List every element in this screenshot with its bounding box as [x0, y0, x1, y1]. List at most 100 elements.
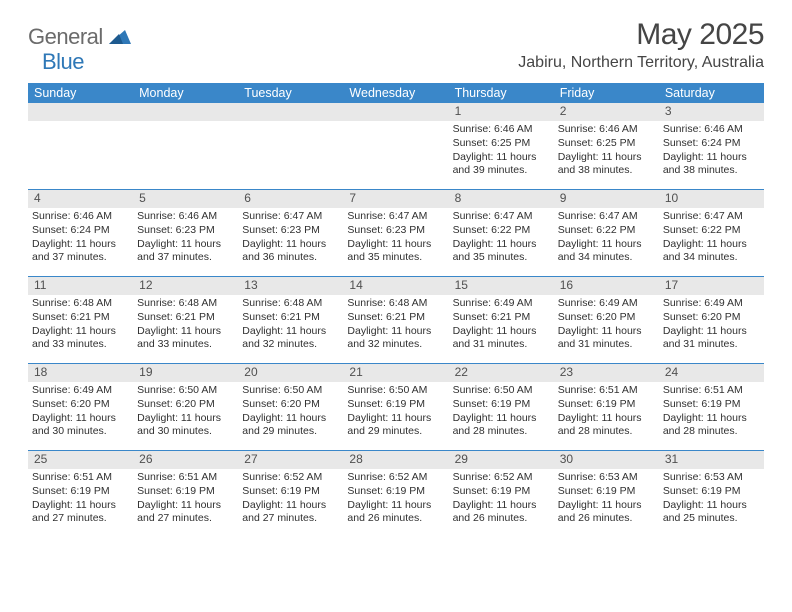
sunset-line: Sunset: 6:24 PM — [32, 224, 129, 238]
sunset-line: Sunset: 6:21 PM — [453, 311, 550, 325]
sunrise-line: Sunrise: 6:47 AM — [242, 210, 339, 224]
calendar-week-row: 4Sunrise: 6:46 AMSunset: 6:24 PMDaylight… — [28, 190, 764, 277]
day-number: 3 — [659, 103, 764, 121]
sunset-line: Sunset: 6:20 PM — [137, 398, 234, 412]
sunrise-line: Sunrise: 6:53 AM — [663, 471, 760, 485]
weekday-header-row: Sunday Monday Tuesday Wednesday Thursday… — [28, 83, 764, 103]
calendar-day-cell: 10Sunrise: 6:47 AMSunset: 6:22 PMDayligh… — [659, 190, 764, 276]
sunset-line: Sunset: 6:19 PM — [347, 398, 444, 412]
sunrise-line: Sunrise: 6:49 AM — [453, 297, 550, 311]
sunset-line: Sunset: 6:21 PM — [242, 311, 339, 325]
sunset-line: Sunset: 6:23 PM — [137, 224, 234, 238]
daylight-line: Daylight: 11 hours and 31 minutes. — [663, 325, 760, 353]
calendar-day-cell: 1 Sunrise: 6:46 AMSunset: 6:25 PMDaylight… — [449, 103, 554, 189]
sunrise-line: Sunrise: 6:52 AM — [347, 471, 444, 485]
daylight-line: Daylight: 11 hours and 34 minutes. — [663, 238, 760, 266]
day-number: 5 — [133, 190, 238, 208]
sunrise-line: Sunrise: 6:46 AM — [137, 210, 234, 224]
day-number: 4 — [28, 190, 133, 208]
calendar-day-cell: 19Sunrise: 6:50 AMSunset: 6:20 PMDayligh… — [133, 364, 238, 450]
daylight-line: Daylight: 11 hours and 35 minutes. — [453, 238, 550, 266]
calendar-day-cell: 18Sunrise: 6:49 AMSunset: 6:20 PMDayligh… — [28, 364, 133, 450]
sunset-line: Sunset: 6:19 PM — [558, 485, 655, 499]
sunset-line: Sunset: 6:21 PM — [347, 311, 444, 325]
calendar-day-cell: 24Sunrise: 6:51 AMSunset: 6:19 PMDayligh… — [659, 364, 764, 450]
sunset-line: Sunset: 6:19 PM — [137, 485, 234, 499]
day-number: 13 — [238, 277, 343, 295]
sunset-line: Sunset: 6:19 PM — [242, 485, 339, 499]
sunset-line: Sunset: 6:19 PM — [347, 485, 444, 499]
day-number: 22 — [449, 364, 554, 382]
daylight-line: Daylight: 11 hours and 29 minutes. — [242, 412, 339, 440]
calendar-day-cell: 26Sunrise: 6:51 AMSunset: 6:19 PMDayligh… — [133, 451, 238, 537]
day-number: 14 — [343, 277, 448, 295]
calendar-day-cell: 2Sunrise: 6:46 AMSunset: 6:25 PMDaylight… — [554, 103, 659, 189]
daylight-line: Daylight: 11 hours and 28 minutes. — [558, 412, 655, 440]
logo-text-block: General Blue — [28, 24, 131, 75]
sunset-line: Sunset: 6:25 PM — [453, 137, 550, 151]
day-number: 17 — [659, 277, 764, 295]
calendar-day-cell — [28, 103, 133, 189]
sunrise-line: Sunrise: 6:52 AM — [453, 471, 550, 485]
daylight-line: Daylight: 11 hours and 37 minutes. — [137, 238, 234, 266]
calendar-week-row: 25Sunrise: 6:51 AMSunset: 6:19 PMDayligh… — [28, 451, 764, 537]
day-number — [238, 103, 343, 121]
day-number — [343, 103, 448, 121]
sunrise-line: Sunrise: 6:51 AM — [558, 384, 655, 398]
calendar-day-cell: 27Sunrise: 6:52 AMSunset: 6:19 PMDayligh… — [238, 451, 343, 537]
daylight-line: Daylight: 11 hours and 39 minutes. — [453, 151, 550, 179]
daylight-line: Daylight: 11 hours and 32 minutes. — [347, 325, 444, 353]
day-number — [28, 103, 133, 121]
calendar-day-cell — [343, 103, 448, 189]
weekday-header: Sunday — [28, 83, 133, 103]
sunrise-line: Sunrise: 6:46 AM — [558, 123, 655, 137]
day-number: 21 — [343, 364, 448, 382]
day-number: 10 — [659, 190, 764, 208]
calendar-day-cell: 21Sunrise: 6:50 AMSunset: 6:19 PMDayligh… — [343, 364, 448, 450]
calendar-day-cell: 6Sunrise: 6:47 AMSunset: 6:23 PMDaylight… — [238, 190, 343, 276]
calendar-day-cell: 7Sunrise: 6:47 AMSunset: 6:23 PMDaylight… — [343, 190, 448, 276]
calendar-day-cell: 14Sunrise: 6:48 AMSunset: 6:21 PMDayligh… — [343, 277, 448, 363]
calendar-day-cell: 15Sunrise: 6:49 AMSunset: 6:21 PMDayligh… — [449, 277, 554, 363]
day-number: 29 — [449, 451, 554, 469]
day-number: 6 — [238, 190, 343, 208]
calendar-day-cell: 5 Sunrise: 6:46 AMSunset: 6:23 PMDaylight… — [133, 190, 238, 276]
sunset-line: Sunset: 6:22 PM — [453, 224, 550, 238]
logo-word1: General — [28, 24, 103, 49]
sunset-line: Sunset: 6:21 PM — [137, 311, 234, 325]
daylight-line: Daylight: 11 hours and 38 minutes. — [663, 151, 760, 179]
sunset-line: Sunset: 6:24 PM — [663, 137, 760, 151]
day-number: 25 — [28, 451, 133, 469]
sunrise-line: Sunrise: 6:46 AM — [453, 123, 550, 137]
daylight-line: Daylight: 11 hours and 35 minutes. — [347, 238, 444, 266]
sunrise-line: Sunrise: 6:51 AM — [663, 384, 760, 398]
day-number: 1 — [449, 103, 554, 121]
weekday-header: Wednesday — [343, 83, 448, 103]
day-number: 8 — [449, 190, 554, 208]
calendar-day-cell — [238, 103, 343, 189]
sunset-line: Sunset: 6:23 PM — [347, 224, 444, 238]
sunrise-line: Sunrise: 6:49 AM — [32, 384, 129, 398]
weekday-header: Tuesday — [238, 83, 343, 103]
day-number: 12 — [133, 277, 238, 295]
calendar-day-cell: 23Sunrise: 6:51 AMSunset: 6:19 PMDayligh… — [554, 364, 659, 450]
month-title: May 2025 — [518, 18, 764, 52]
sunset-line: Sunset: 6:20 PM — [558, 311, 655, 325]
daylight-line: Daylight: 11 hours and 34 minutes. — [558, 238, 655, 266]
calendar-day-cell: 13Sunrise: 6:48 AMSunset: 6:21 PMDayligh… — [238, 277, 343, 363]
sunset-line: Sunset: 6:22 PM — [558, 224, 655, 238]
day-number: 30 — [554, 451, 659, 469]
sunset-line: Sunset: 6:20 PM — [242, 398, 339, 412]
day-number: 2 — [554, 103, 659, 121]
daylight-line: Daylight: 11 hours and 28 minutes. — [663, 412, 760, 440]
daylight-line: Daylight: 11 hours and 28 minutes. — [453, 412, 550, 440]
daylight-line: Daylight: 11 hours and 27 minutes. — [32, 499, 129, 527]
sunset-line: Sunset: 6:25 PM — [558, 137, 655, 151]
calendar-day-cell: 16Sunrise: 6:49 AMSunset: 6:20 PMDayligh… — [554, 277, 659, 363]
day-number: 15 — [449, 277, 554, 295]
sunrise-line: Sunrise: 6:46 AM — [32, 210, 129, 224]
calendar-day-cell: 17Sunrise: 6:49 AMSunset: 6:20 PMDayligh… — [659, 277, 764, 363]
sunset-line: Sunset: 6:19 PM — [453, 398, 550, 412]
daylight-line: Daylight: 11 hours and 36 minutes. — [242, 238, 339, 266]
calendar-day-cell: 12Sunrise: 6:48 AMSunset: 6:21 PMDayligh… — [133, 277, 238, 363]
